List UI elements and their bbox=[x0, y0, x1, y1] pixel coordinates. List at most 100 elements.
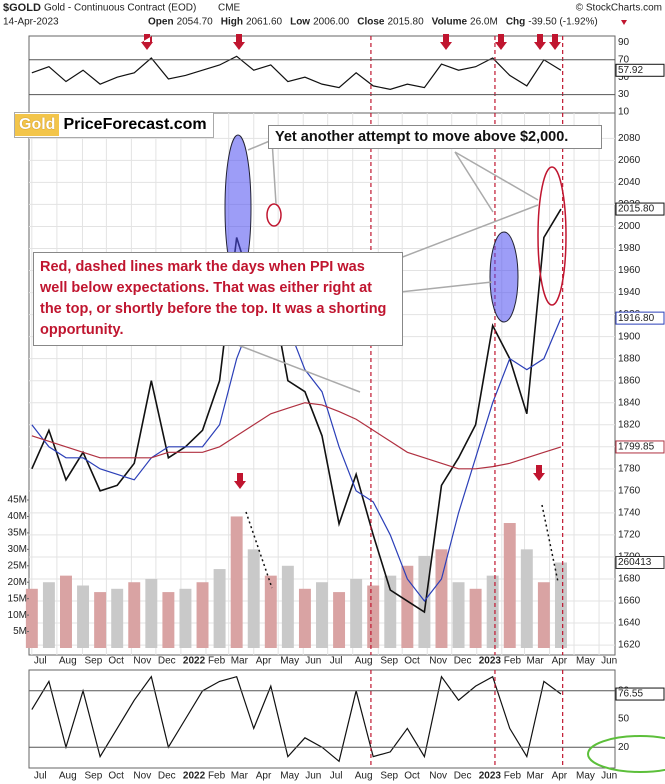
y-tick-label: 20 bbox=[618, 742, 630, 753]
arrow bbox=[233, 34, 245, 50]
connector bbox=[454, 151, 494, 213]
y-tick-label: 1720 bbox=[618, 530, 641, 541]
x-tick-label: Aug bbox=[355, 656, 373, 667]
quote-value: 2061.60 bbox=[246, 17, 283, 28]
volume-bar bbox=[162, 592, 175, 648]
quote-label: High bbox=[221, 17, 243, 28]
volume-bar bbox=[469, 588, 482, 648]
y-tick-label: 1620 bbox=[618, 640, 641, 651]
x-tick-label: Mar bbox=[231, 771, 249, 782]
arrow bbox=[533, 465, 545, 481]
x-tick-label: Sep bbox=[380, 656, 398, 667]
y-tick-label: 1900 bbox=[618, 331, 641, 342]
y-tick-label: 30 bbox=[618, 89, 630, 100]
source: © StockCharts.com bbox=[576, 3, 662, 14]
y-tick-label: 1960 bbox=[618, 265, 641, 276]
y-tick-label: 30M bbox=[8, 544, 27, 555]
y-tick-label: 1680 bbox=[618, 574, 641, 585]
y-tick-label: 2080 bbox=[618, 133, 641, 144]
x-tick-label: Aug bbox=[59, 656, 77, 667]
logo: Gold PriceForecast.com bbox=[14, 112, 214, 138]
note: Yet another attempt to move above $2,000… bbox=[268, 125, 602, 149]
y-tick-label: 25M bbox=[8, 560, 27, 571]
volume-bar bbox=[537, 582, 550, 648]
y-tick-label: 35M bbox=[8, 528, 27, 539]
volume-bar bbox=[281, 565, 294, 648]
volume-bar bbox=[179, 588, 192, 648]
y-tick-label: 2060 bbox=[618, 155, 641, 166]
x-tick-label: Apr bbox=[552, 771, 568, 782]
y-tick-label: 2040 bbox=[618, 177, 641, 188]
quote-value: -39.50 (-1.92%) bbox=[528, 17, 597, 28]
last-value-label: 76.55 bbox=[618, 689, 643, 700]
last-value-label: 260413 bbox=[618, 557, 652, 568]
y-tick-label: 1760 bbox=[618, 485, 641, 496]
connector bbox=[399, 204, 539, 259]
quote-label: Low bbox=[290, 17, 310, 28]
volume-bar bbox=[350, 578, 363, 648]
logo-text: PriceForecast.com bbox=[63, 116, 207, 133]
x-tick-label: Dec bbox=[158, 771, 176, 782]
connector bbox=[224, 339, 361, 393]
connector bbox=[271, 139, 277, 205]
highlight-ellipse bbox=[489, 231, 519, 323]
x-tick-label: Mar bbox=[231, 656, 249, 667]
volume-trend bbox=[245, 504, 559, 589]
x-tick-label: Jul bbox=[34, 771, 47, 782]
x-tick-label: Oct bbox=[108, 656, 124, 667]
x-tick-label: 2023 bbox=[479, 771, 502, 782]
x-tick-label: 2023 bbox=[479, 656, 502, 667]
quote-label: Open bbox=[148, 17, 174, 28]
x-tick-label: 2022 bbox=[183, 771, 206, 782]
volume-bar bbox=[230, 516, 243, 648]
quote-value: 2054.70 bbox=[177, 17, 214, 28]
volume-bar bbox=[435, 549, 448, 648]
connector bbox=[454, 151, 539, 201]
x-tick-label: Mar bbox=[527, 656, 545, 667]
y-tick-label: 2000 bbox=[618, 221, 641, 232]
y-tick-label: 1840 bbox=[618, 397, 641, 408]
x-tick-label: Sep bbox=[84, 771, 102, 782]
y-tick-label: 45M bbox=[8, 495, 27, 506]
volume-bar bbox=[196, 582, 209, 648]
volume-bar bbox=[554, 562, 567, 648]
logo-gold: Gold bbox=[15, 114, 60, 136]
connectors bbox=[224, 139, 539, 393]
x-tick-label: Aug bbox=[355, 771, 373, 782]
exchange: CME bbox=[218, 3, 241, 14]
volume-bar bbox=[145, 578, 158, 648]
last-value-box bbox=[615, 555, 665, 569]
quote-value: 26.0M bbox=[470, 17, 498, 28]
y-tick-label: 1820 bbox=[618, 419, 641, 430]
y-tick-label: 10 bbox=[618, 107, 630, 118]
x-tick-label: Dec bbox=[454, 771, 472, 782]
last-value-box bbox=[615, 687, 665, 701]
last-value-label: 57.92 bbox=[618, 65, 643, 76]
x-tick-label: Oct bbox=[108, 771, 124, 782]
volume-bar bbox=[25, 588, 38, 648]
series-line bbox=[31, 55, 562, 90]
y-tick-label: 15M bbox=[8, 593, 27, 604]
x-tick-label: Feb bbox=[504, 656, 522, 667]
series-line bbox=[31, 402, 562, 470]
x-tick-label: Nov bbox=[429, 771, 447, 782]
highlight-ellipse bbox=[537, 166, 567, 306]
y-tick-label: 1780 bbox=[618, 463, 641, 474]
x-tick-label: May bbox=[280, 771, 299, 782]
y-tick-label: 1640 bbox=[618, 618, 641, 629]
y-tick-label: 1860 bbox=[618, 375, 641, 386]
date: 14-Apr-2023 bbox=[3, 17, 59, 28]
x-tick-label: Jun bbox=[305, 771, 321, 782]
volume-bar bbox=[247, 549, 260, 648]
volume-bar bbox=[367, 585, 380, 648]
connector bbox=[399, 281, 493, 293]
x-tick-label: Jun bbox=[601, 771, 617, 782]
quote-value: 2015.80 bbox=[387, 17, 424, 28]
x-tick-label: Jun bbox=[601, 656, 617, 667]
x-tick-label: Jul bbox=[330, 656, 343, 667]
y-tick-label: 1880 bbox=[618, 353, 641, 364]
arrows bbox=[141, 34, 561, 489]
quote-label: Chg bbox=[506, 17, 525, 28]
